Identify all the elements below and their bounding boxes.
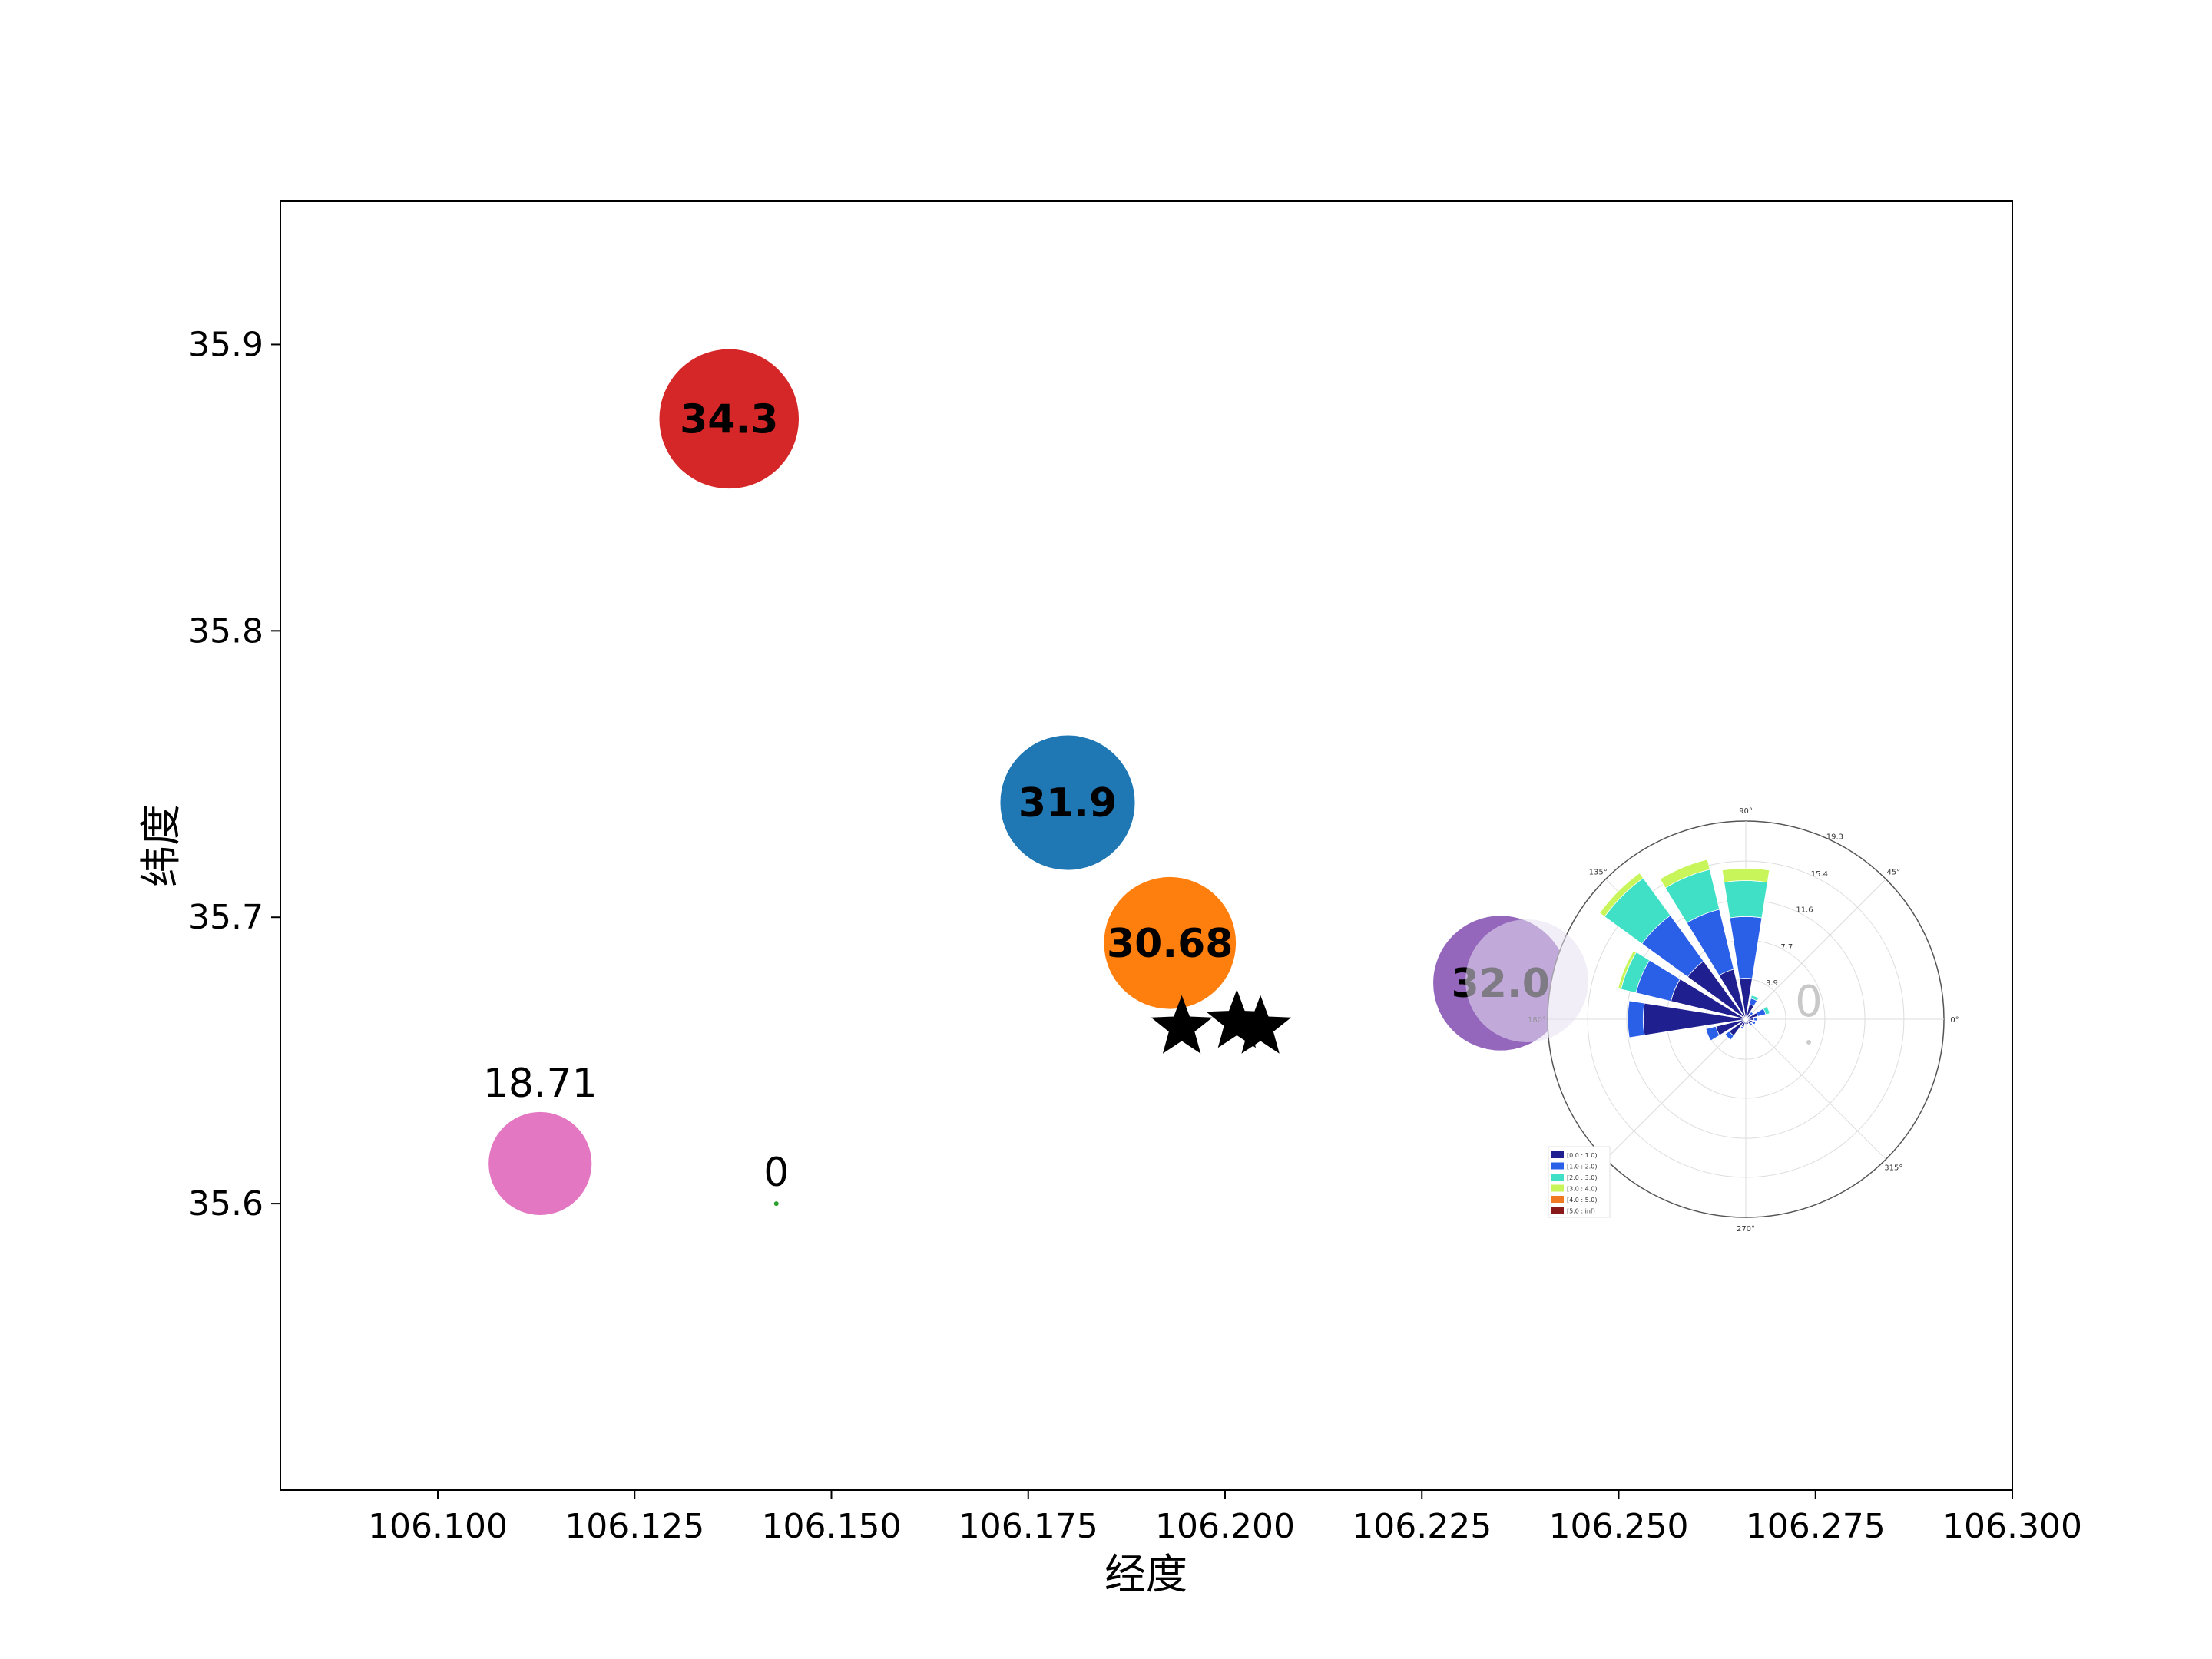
legend-swatch [1551, 1151, 1564, 1158]
windrose-radial-label: 15.4 [1811, 870, 1828, 879]
windrose-angle-label: 0° [1950, 1016, 1959, 1025]
windrose-overlay-disc [1465, 919, 1588, 1042]
windrose-bar [1749, 1022, 1753, 1027]
x-tick-label: 106.300 [1942, 1507, 2082, 1546]
windrose-bar [1744, 1018, 1747, 1025]
windrose-bar [1724, 880, 1768, 919]
windrose-center-label: 0 [1795, 977, 1823, 1027]
x-tick-label: 106.200 [1155, 1507, 1295, 1546]
windrose-angle-label: 315° [1884, 1164, 1902, 1172]
bubble [488, 1111, 592, 1215]
legend-entry: [2.0 : 3.0) [1567, 1174, 1597, 1181]
windrose-inset: 0°45°90°135°180°270°315°3.97.711.615.419… [1465, 807, 1959, 1233]
bubble-series: 34.331.930.6832.018.710 [483, 349, 1568, 1215]
legend-entry: [5.0 : inf) [1567, 1208, 1595, 1215]
bubble-value-label: 30.68 [1107, 921, 1233, 967]
windrose-bar [1749, 1011, 1754, 1016]
windrose-radial-label: 7.7 [1780, 943, 1793, 952]
legend-entry: [4.0 : 5.0) [1567, 1197, 1597, 1204]
x-tick-label: 106.225 [1352, 1507, 1492, 1546]
bubble [1000, 735, 1135, 870]
x-tick-label: 106.250 [1549, 1507, 1689, 1546]
windrose-bar [1599, 873, 1644, 917]
bubble-value-label: 31.9 [1018, 780, 1117, 826]
windrose-angle-label: 135° [1589, 869, 1608, 877]
y-axis: 35.6 35.7 35.8 35.9 [188, 325, 280, 1224]
y-tick-label: 35.8 [188, 611, 263, 651]
windrose-bar [1659, 859, 1710, 889]
windrose-bar [1763, 1005, 1770, 1015]
bubble [773, 1201, 779, 1207]
x-axis: 106.100 106.125 106.150 106.175 106.200 106.2… [368, 1490, 2082, 1546]
windrose-bar [1751, 1020, 1757, 1025]
windrose-radial-label: 3.9 [1766, 979, 1778, 988]
legend-swatch [1551, 1196, 1564, 1203]
legend-entry: [1.0 : 2.0) [1567, 1164, 1597, 1171]
windrose-radial-label: 11.6 [1796, 906, 1813, 915]
windrose-bar [1705, 1025, 1720, 1041]
star-marker [1230, 995, 1292, 1054]
bubble-value-label: 18.71 [483, 1061, 598, 1107]
legend-entry: [0.0 : 1.0) [1567, 1152, 1597, 1159]
windrose-bar [1721, 868, 1770, 883]
x-tick-label: 106.175 [959, 1507, 1098, 1546]
legend-swatch [1551, 1174, 1564, 1181]
windrose-grid-spoke [1745, 879, 1886, 1020]
bubble-value-label: 0 [763, 1150, 789, 1196]
windrose-angle-label: 90° [1739, 807, 1753, 816]
windrose-radial-label: 19.3 [1826, 833, 1843, 842]
bubble [659, 349, 800, 489]
windrose-bar [1724, 1031, 1734, 1041]
windrose-grid-spoke [1745, 1018, 1886, 1160]
x-axis-label: 经度 [1104, 1550, 1187, 1598]
windrose-bar [1740, 1025, 1744, 1030]
legend-swatch [1551, 1207, 1564, 1214]
legend-entry: [3.0 : 4.0) [1567, 1186, 1597, 1193]
y-tick-label: 35.9 [188, 325, 263, 364]
x-tick-label: 106.125 [565, 1507, 704, 1546]
windrose-grid-spoke [1605, 1018, 1747, 1160]
windrose-bar [1750, 995, 1760, 1002]
bubble [1104, 876, 1237, 1009]
windrose-bar [1753, 1017, 1758, 1022]
legend-swatch [1551, 1184, 1564, 1192]
star-marker [1151, 995, 1213, 1054]
legend-swatch [1551, 1162, 1564, 1170]
x-tick-label: 106.275 [1746, 1507, 1886, 1546]
plot-area-frame [280, 200, 2013, 1491]
y-axis-label: 纬度 [137, 804, 185, 887]
windrose-bar [1618, 950, 1637, 990]
y-tick-label: 35.7 [188, 898, 263, 937]
windrose-angle-label: 45° [1886, 869, 1900, 877]
x-tick-label: 106.150 [762, 1507, 902, 1546]
y-tick-label: 35.6 [188, 1184, 263, 1224]
x-tick-label: 106.100 [368, 1507, 508, 1546]
bubble-value-label: 34.3 [680, 396, 778, 442]
windrose-legend [1548, 1146, 1611, 1218]
star-markers [1151, 989, 1292, 1054]
windrose-center-dot [1806, 1040, 1811, 1045]
windrose-bar [1627, 1000, 1645, 1038]
windrose-angle-label: 270° [1737, 1225, 1755, 1233]
